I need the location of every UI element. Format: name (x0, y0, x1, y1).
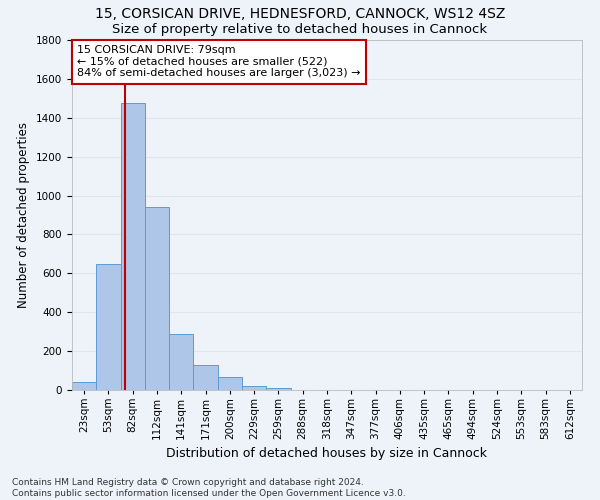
X-axis label: Distribution of detached houses by size in Cannock: Distribution of detached houses by size … (167, 448, 487, 460)
Text: 15 CORSICAN DRIVE: 79sqm
← 15% of detached houses are smaller (522)
84% of semi-: 15 CORSICAN DRIVE: 79sqm ← 15% of detach… (77, 46, 361, 78)
Bar (218, 377, 242, 390)
Bar (96, 264, 121, 390)
Text: Size of property relative to detached houses in Cannock: Size of property relative to detached ho… (112, 22, 488, 36)
Y-axis label: Number of detached properties: Number of detached properties (17, 122, 31, 308)
Bar (121, 103, 145, 390)
Bar (145, 207, 169, 390)
Bar (169, 334, 193, 390)
Text: Contains HM Land Registry data © Crown copyright and database right 2024.
Contai: Contains HM Land Registry data © Crown c… (12, 478, 406, 498)
Bar (193, 364, 218, 390)
Bar (72, 382, 96, 390)
Bar (266, 388, 290, 390)
Text: 15, CORSICAN DRIVE, HEDNESFORD, CANNOCK, WS12 4SZ: 15, CORSICAN DRIVE, HEDNESFORD, CANNOCK,… (95, 8, 505, 22)
Bar (242, 386, 266, 390)
